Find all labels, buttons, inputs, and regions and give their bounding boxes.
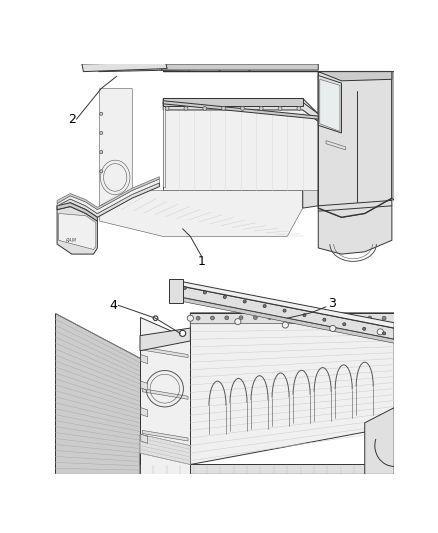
Polygon shape xyxy=(163,106,318,190)
Polygon shape xyxy=(142,347,188,358)
Polygon shape xyxy=(57,183,159,217)
Text: RAM: RAM xyxy=(66,238,77,243)
Polygon shape xyxy=(163,99,303,106)
Circle shape xyxy=(278,107,282,110)
Text: 2: 2 xyxy=(68,112,76,126)
Circle shape xyxy=(330,326,336,332)
Polygon shape xyxy=(82,62,167,71)
Polygon shape xyxy=(187,66,189,70)
Polygon shape xyxy=(141,381,148,390)
Polygon shape xyxy=(163,99,318,208)
Polygon shape xyxy=(326,141,346,150)
Circle shape xyxy=(382,332,386,335)
Circle shape xyxy=(254,316,257,319)
Circle shape xyxy=(184,286,187,289)
Circle shape xyxy=(203,107,207,110)
Polygon shape xyxy=(141,434,148,443)
Circle shape xyxy=(268,316,272,319)
Polygon shape xyxy=(318,76,342,133)
Polygon shape xyxy=(59,213,96,249)
Circle shape xyxy=(303,313,306,317)
Circle shape xyxy=(282,322,288,328)
Circle shape xyxy=(323,318,326,321)
Circle shape xyxy=(223,295,226,298)
Circle shape xyxy=(187,315,194,321)
Text: 4: 4 xyxy=(109,299,117,312)
Polygon shape xyxy=(218,66,219,70)
Polygon shape xyxy=(159,64,318,70)
Circle shape xyxy=(297,107,301,110)
Circle shape xyxy=(243,300,246,303)
Circle shape xyxy=(239,316,243,320)
Polygon shape xyxy=(57,179,159,213)
Polygon shape xyxy=(248,66,250,70)
Circle shape xyxy=(325,316,329,319)
Circle shape xyxy=(225,316,229,320)
Circle shape xyxy=(382,316,386,320)
Polygon shape xyxy=(57,176,159,209)
Polygon shape xyxy=(140,317,191,474)
Polygon shape xyxy=(140,453,394,474)
Polygon shape xyxy=(100,88,132,206)
Polygon shape xyxy=(57,207,97,254)
Circle shape xyxy=(184,107,188,110)
Polygon shape xyxy=(170,279,183,303)
Polygon shape xyxy=(175,280,394,328)
Polygon shape xyxy=(100,190,303,237)
Polygon shape xyxy=(175,285,394,340)
Circle shape xyxy=(235,319,241,325)
Circle shape xyxy=(165,107,169,110)
Polygon shape xyxy=(141,354,148,364)
Circle shape xyxy=(180,330,186,336)
Polygon shape xyxy=(163,102,318,122)
Polygon shape xyxy=(57,203,97,221)
Polygon shape xyxy=(142,389,188,399)
Polygon shape xyxy=(175,296,394,343)
Circle shape xyxy=(203,291,206,294)
Polygon shape xyxy=(163,101,318,119)
Polygon shape xyxy=(318,71,392,217)
Circle shape xyxy=(211,316,214,320)
Circle shape xyxy=(100,151,103,154)
Text: 3: 3 xyxy=(328,296,336,310)
Circle shape xyxy=(283,309,286,312)
Circle shape xyxy=(100,112,103,115)
Polygon shape xyxy=(97,64,279,71)
Circle shape xyxy=(196,316,200,320)
Polygon shape xyxy=(365,408,394,474)
Polygon shape xyxy=(163,71,392,81)
Polygon shape xyxy=(163,102,303,190)
Circle shape xyxy=(240,107,244,110)
Circle shape xyxy=(259,107,263,110)
Circle shape xyxy=(377,329,383,335)
Circle shape xyxy=(153,316,158,320)
Polygon shape xyxy=(140,434,191,465)
Polygon shape xyxy=(141,408,148,417)
Polygon shape xyxy=(191,313,394,465)
Polygon shape xyxy=(127,66,128,70)
Polygon shape xyxy=(55,313,140,474)
Polygon shape xyxy=(191,313,394,323)
Circle shape xyxy=(343,323,346,326)
Circle shape xyxy=(353,316,357,320)
Circle shape xyxy=(100,170,103,173)
Circle shape xyxy=(263,304,266,308)
Polygon shape xyxy=(163,106,165,190)
Polygon shape xyxy=(318,198,392,254)
Circle shape xyxy=(339,316,343,320)
Polygon shape xyxy=(320,79,340,132)
Circle shape xyxy=(368,316,372,320)
Polygon shape xyxy=(140,328,191,351)
Polygon shape xyxy=(142,431,188,441)
Circle shape xyxy=(297,316,300,319)
Circle shape xyxy=(311,316,314,319)
Circle shape xyxy=(282,316,286,319)
Circle shape xyxy=(100,132,103,134)
Polygon shape xyxy=(157,66,159,70)
Circle shape xyxy=(363,327,366,330)
Text: 1: 1 xyxy=(198,255,206,268)
Polygon shape xyxy=(392,71,394,200)
Circle shape xyxy=(222,107,226,110)
